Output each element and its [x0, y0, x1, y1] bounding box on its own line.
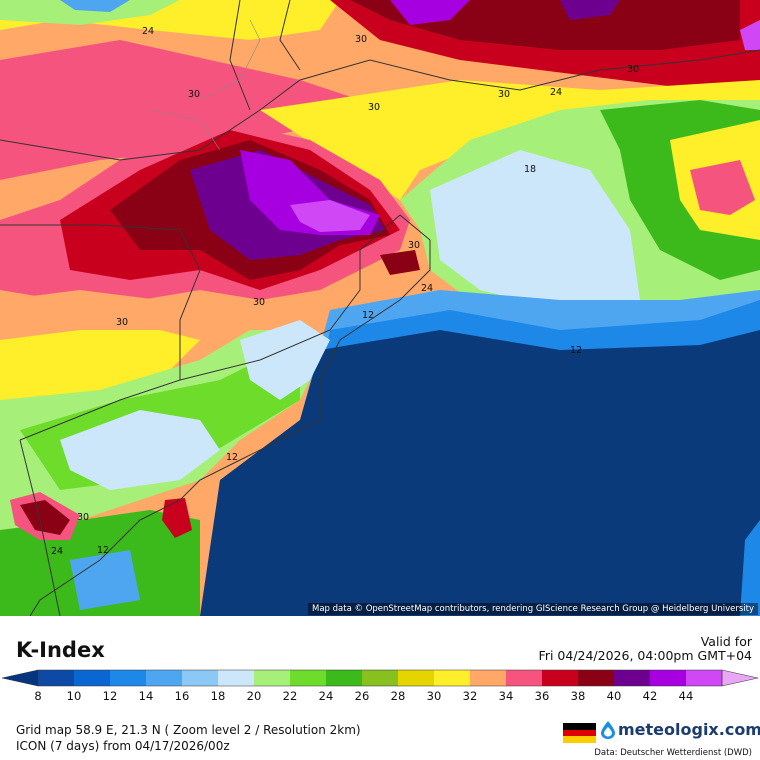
field-pink-far-east: [690, 160, 755, 215]
colorbar-tick-label: 32: [463, 689, 478, 703]
field-blue-east-edge: [740, 520, 760, 616]
colorbar-swatch: [38, 670, 75, 686]
colorbar-swatch: [254, 670, 291, 686]
model-info: ICON (7 days) from 04/17/2026/00z: [16, 739, 230, 753]
brand-logo[interactable]: meteologix.com: [601, 720, 760, 739]
colorbar-tick-label: 40: [607, 689, 622, 703]
contour-label: 12: [570, 345, 582, 356]
field-green-top: [0, 0, 180, 25]
colorbar-tick-label: 10: [67, 689, 82, 703]
colorbar-swatch: [686, 670, 723, 686]
colorbar-low-arrow: [1, 669, 39, 687]
flag-stripe-gold: [563, 736, 596, 743]
k-index-map-svg: 24 30 30 30 30 30 24 18 30 30 24 12 12 3…: [0, 0, 760, 616]
colorbar-swatch: [398, 670, 435, 686]
colorbar-frame: [37, 669, 723, 687]
field-purple-ne-3: [740, 20, 760, 50]
contour-label: 12: [362, 310, 374, 321]
colorbar-swatch: [290, 670, 327, 686]
contour-labels: 24 30 30 30 30 30 24 18 30 30 24 12 12 3…: [51, 26, 639, 557]
contour-label: 24: [142, 26, 154, 37]
colorbar-tick-label: 20: [247, 689, 262, 703]
contour-label: 30: [355, 34, 367, 45]
field-lilac-core: [290, 200, 370, 232]
contour-label: 30: [627, 64, 639, 75]
colorbar-swatch: [434, 670, 471, 686]
colorbar-swatch: [218, 670, 255, 686]
colorbar-high-arrow: [721, 669, 759, 687]
field-blue-top: [60, 0, 130, 12]
brand-name: meteologix.com: [618, 720, 760, 739]
colorbar-swatch: [578, 670, 615, 686]
flag-stripe-black: [563, 723, 596, 730]
colorbar-swatch: [470, 670, 507, 686]
contour-label: 18: [524, 164, 536, 175]
colorbar-swatch: [542, 670, 579, 686]
data-source: Data: Deutscher Wetterdienst (DWD): [594, 748, 752, 758]
contour-label: 30: [116, 317, 128, 328]
colorbar-tick-label: 28: [391, 689, 406, 703]
colorbar-tick-label: 36: [535, 689, 550, 703]
colorbar-swatch: [146, 670, 183, 686]
field-deep-sea: [200, 330, 760, 616]
field-paleblue-east: [430, 150, 640, 310]
field-red-sw-cell-2: [162, 498, 192, 538]
colorbar-tick-label: 22: [283, 689, 298, 703]
colorbar-tick-label: 44: [679, 689, 694, 703]
drop-logo-icon: [601, 720, 615, 739]
weather-map[interactable]: 24 30 30 30 30 30 24 18 30 30 24 12 12 3…: [0, 0, 760, 616]
colorbar-tick-label: 42: [643, 689, 658, 703]
flag-stripe-red: [563, 729, 596, 737]
field-small-red-cell: [380, 250, 420, 275]
field-red-sw-cell: [20, 500, 70, 535]
colorbar-swatch: [110, 670, 147, 686]
colorbar-tick-label: 12: [103, 689, 118, 703]
colorbar-swatch: [362, 670, 399, 686]
colorbar-swatch: [326, 670, 363, 686]
contour-label: 30: [188, 89, 200, 100]
color-swatches: [1, 669, 759, 687]
colorbar-swatch: [506, 670, 543, 686]
contour-label: 12: [97, 545, 109, 556]
legend-panel: K-Index Valid for Fri 04/24/2026, 04:00p…: [0, 616, 760, 760]
contour-label: 24: [550, 87, 562, 98]
colorbar-swatch: [650, 670, 687, 686]
valid-time: Fri 04/24/2026, 04:00pm GMT+04: [538, 648, 752, 663]
field-purple-ne-2: [560, 0, 620, 20]
map-title: K-Index: [16, 638, 105, 662]
colorbar-tick-label: 26: [355, 689, 370, 703]
map-attribution[interactable]: Map data © OpenStreetMap contributors, r…: [308, 603, 758, 615]
colorbar-tick-label: 18: [211, 689, 226, 703]
colorbar-swatch: [614, 670, 651, 686]
contour-label: 30: [368, 102, 380, 113]
colorbar-tick-label: 16: [175, 689, 190, 703]
field-blue-south: [70, 550, 140, 610]
colorbar-tick-label: 8: [34, 689, 41, 703]
colorbar-tick-label: 14: [139, 689, 154, 703]
contour-label: 30: [77, 512, 89, 523]
grid-info: Grid map 58.9 E, 21.3 N ( Zoom level 2 /…: [16, 723, 361, 737]
color-scale-bar: 8 10 12 14 16 18 20 22 24 26 28 30 32 34 36 38 40 42 44: [1, 669, 759, 703]
contour-label: 12: [226, 452, 238, 463]
colorbar-swatch: [182, 670, 219, 686]
colorbar-tick-label: 38: [571, 689, 586, 703]
german-flag-icon: [563, 723, 596, 743]
colorbar-tick-label: 24: [319, 689, 334, 703]
field-pink-nw: [0, 40, 360, 180]
colorbar-tick-label: 30: [427, 689, 442, 703]
contour-label: 30: [253, 297, 265, 308]
colorbar-swatch: [74, 670, 111, 686]
valid-label: Valid for: [700, 634, 752, 649]
borders: [0, 0, 760, 616]
city-lines: [149, 19, 261, 151]
contour-label: 24: [51, 546, 63, 557]
contour-label: 24: [421, 283, 433, 294]
field-paleblue-sw: [60, 410, 220, 490]
field-purple-ne-1: [390, 0, 470, 25]
contour-label: 30: [498, 89, 510, 100]
contour-label: 30: [408, 240, 420, 251]
colorbar-tick-label: 34: [499, 689, 514, 703]
color-tick-labels: 8 10 12 14 16 18 20 22 24 26 28 30 32 34 36 38 40 42 44: [34, 689, 693, 703]
